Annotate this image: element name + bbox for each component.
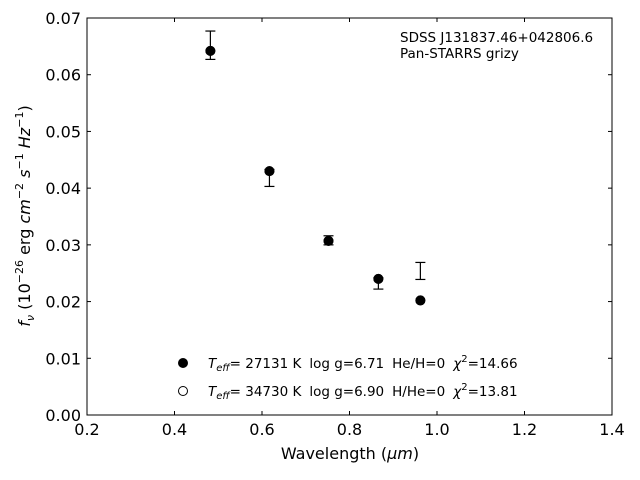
x-tick-label: 1.2: [512, 420, 537, 439]
annotation-line-1: SDSS J131837.46+042806.6: [400, 30, 593, 46]
annotation-line-2: Pan-STARRS grizy: [400, 46, 519, 62]
observed-errorbars: [205, 30, 426, 290]
model-point-filled: [373, 273, 384, 284]
x-tick-label: 0.4: [162, 420, 187, 439]
model-point-filled: [323, 235, 334, 246]
y-tick-label: 0.06: [45, 66, 81, 85]
legend-marker-open: [178, 386, 188, 396]
legend-marker-filled: [178, 358, 188, 368]
y-tick-label: 0.05: [45, 122, 81, 141]
y-tick-label: 0.00: [45, 406, 81, 425]
y-tick-label: 0.01: [45, 349, 81, 368]
x-axis-ticks: 0.2 0.4 0.6 0.8 1.0 1.2 1.4: [74, 18, 625, 439]
y-tick-label: 0.02: [45, 293, 81, 312]
errorbar: [415, 261, 426, 281]
y-tick-label: 0.03: [45, 236, 81, 255]
y-tick-label: 0.07: [45, 9, 81, 28]
x-tick-label: 1.4: [599, 420, 624, 439]
x-tick-label: 1.0: [424, 420, 449, 439]
y-axis-label: fν (10−26 erg cm−2 s−1 Hz−1): [13, 105, 37, 326]
model-point-filled: [205, 45, 216, 56]
x-tick-label: 0.8: [337, 420, 362, 439]
y-tick-label: 0.04: [45, 179, 81, 198]
x-axis-label: Wavelength (μm): [281, 444, 419, 463]
x-tick-label: 0.6: [249, 420, 274, 439]
model-points: [205, 45, 426, 306]
model-point-filled: [264, 166, 275, 177]
x-tick-label: 0.2: [74, 420, 99, 439]
y-axis-ticks: 0.00 0.01 0.02 0.03 0.04 0.05 0.06 0.07: [45, 9, 612, 425]
model-point-filled: [415, 295, 426, 306]
